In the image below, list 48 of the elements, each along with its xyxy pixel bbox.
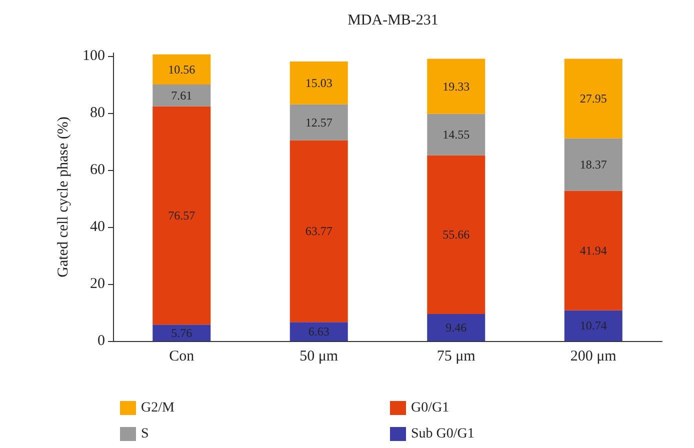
data-label: 15.03 <box>305 76 332 90</box>
bar <box>564 310 622 341</box>
x-tick-label: 50 μm <box>300 348 338 364</box>
bar <box>152 84 211 106</box>
bar <box>564 58 622 138</box>
legend-label: G2/M <box>141 400 175 416</box>
data-label: 55.66 <box>442 228 470 242</box>
bar <box>290 62 348 104</box>
bar <box>290 140 348 322</box>
y-axis-title: Gated cell cycle phase (%) <box>56 116 72 278</box>
bar <box>427 114 486 156</box>
data-label: 6.63 <box>308 324 330 339</box>
y-tick-label: 100 <box>82 48 105 64</box>
data-label: 9.46 <box>446 320 467 335</box>
x-tick-label: Con <box>169 348 195 364</box>
bar <box>427 314 486 341</box>
x-tick-label: 200 μm <box>570 348 617 364</box>
y-tick-label: 20 <box>90 276 105 292</box>
bar <box>564 190 622 310</box>
data-label: 12.57 <box>305 115 332 130</box>
bar <box>290 322 348 341</box>
bar <box>427 155 486 314</box>
y-tick-label: 0 <box>98 333 105 349</box>
bar <box>152 54 211 85</box>
legend-label: G0/G1 <box>411 400 450 416</box>
bar <box>427 58 486 114</box>
data-label: 10.74 <box>580 318 607 333</box>
data-label: 14.55 <box>442 128 470 142</box>
data-label: 27.95 <box>580 92 607 106</box>
data-label: 10.56 <box>168 62 196 76</box>
bar <box>152 106 211 325</box>
x-tick-label: 75 μm <box>436 348 476 364</box>
data-label: 19.33 <box>442 79 470 94</box>
chart-title: MDA-MB-231 <box>348 12 438 28</box>
data-label: 41.94 <box>580 244 607 258</box>
data-label: 7.61 <box>171 88 192 102</box>
data-label: 63.77 <box>305 224 332 238</box>
data-label: 76.57 <box>168 208 196 222</box>
y-tick-label: 40 <box>90 218 105 235</box>
bar <box>290 104 348 140</box>
y-tick-label: 80 <box>90 104 105 121</box>
bar <box>564 138 622 191</box>
data-label: 18.37 <box>580 158 607 172</box>
data-label: 5.76 <box>171 326 192 340</box>
bar <box>152 324 211 341</box>
legend-label: S <box>141 426 149 442</box>
legend-label: Sub G0/G1 <box>411 426 474 442</box>
y-tick-label: 60 <box>90 162 105 178</box>
